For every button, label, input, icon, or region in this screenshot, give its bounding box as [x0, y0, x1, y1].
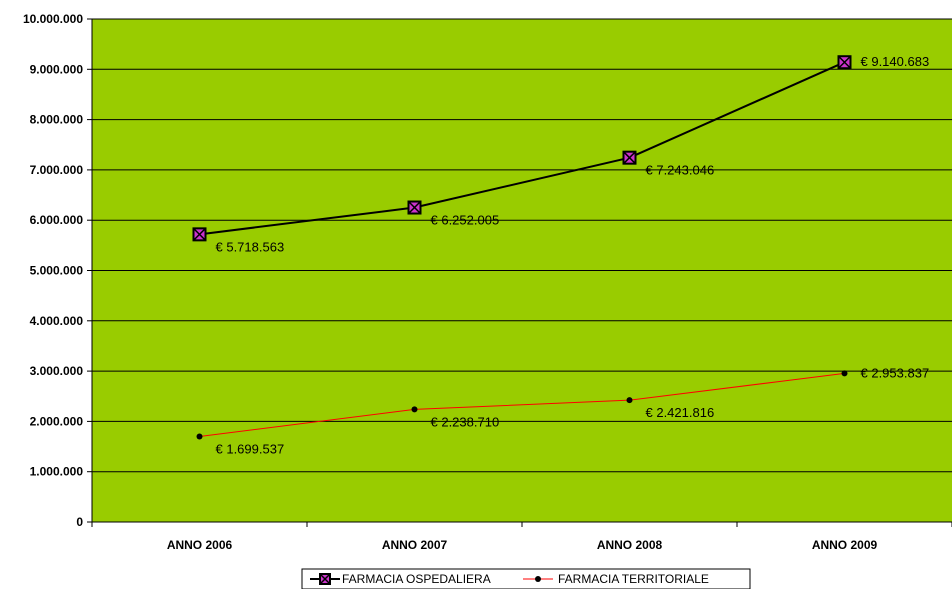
- data-point: [407, 200, 422, 215]
- data-label: € 5.718.563: [216, 239, 285, 254]
- marker-cross: [622, 151, 637, 165]
- y-tick-label: 3.000.000: [30, 364, 84, 378]
- data-labels: € 5.718.563 € 6.252.005 € 7.243.046 € 9.140…: [216, 54, 930, 456]
- data-point: [192, 227, 207, 242]
- data-point: [622, 150, 637, 165]
- y-tick-label: 9.000.000: [30, 62, 84, 76]
- y-tick-label: 5.000.000: [30, 264, 84, 278]
- data-label: € 2.238.710: [431, 414, 500, 429]
- y-axis-ticks: 0 1.000.000 2.000.000 3.000.000 4.000.000 5.0…: [23, 12, 92, 529]
- x-axis-ticks: ANNO 2006 ANNO 2007 ANNO 2008 ANNO 2009: [91, 522, 952, 552]
- data-label: € 2.421.816: [646, 405, 715, 420]
- data-point: [411, 406, 418, 413]
- legend-label: FARMACIA OSPEDALIERA: [342, 572, 491, 586]
- data-label: € 2.953.837: [861, 365, 930, 380]
- y-tick-label: 0: [76, 515, 83, 529]
- legend-marker: [319, 573, 331, 585]
- legend-label: FARMACIA TERRITORIALE: [558, 572, 709, 586]
- marker-cross: [319, 573, 331, 585]
- marker-cross: [407, 200, 422, 215]
- x-tick-label: ANNO 2009: [812, 538, 878, 552]
- data-label: € 1.699.537: [216, 442, 285, 457]
- series-layer: [192, 55, 852, 440]
- data-point: [626, 397, 633, 404]
- y-tick-label: 8.000.000: [30, 113, 84, 127]
- data-label: € 6.252.005: [431, 213, 500, 228]
- legend: FARMACIA OSPEDALIERA FARMACIA TERRITORIAL…: [301, 568, 751, 590]
- marker-cross: [192, 227, 207, 241]
- series-line-2: [199, 372, 845, 438]
- y-tick-label: 6.000.000: [30, 213, 84, 227]
- data-point: [841, 370, 848, 377]
- data-label: € 7.243.046: [646, 163, 715, 178]
- x-tick-label: ANNO 2006: [167, 538, 233, 552]
- legend-marker: [535, 576, 541, 582]
- data-point: [837, 55, 852, 70]
- marker-cross: [837, 55, 852, 69]
- x-tick-label: ANNO 2008: [597, 538, 663, 552]
- y-tick-label: 1.000.000: [30, 465, 84, 479]
- y-tick-label: 7.000.000: [30, 163, 84, 177]
- data-point: [196, 433, 203, 440]
- y-tick-label: 4.000.000: [30, 314, 84, 328]
- gridlines: [92, 18, 952, 473]
- data-label: € 9.140.683: [861, 54, 930, 69]
- y-tick-label: 10.000.000: [23, 12, 83, 26]
- series-line-1: [199, 61, 845, 236]
- y-tick-label: 2.000.000: [30, 414, 84, 428]
- x-tick-label: ANNO 2007: [382, 538, 448, 552]
